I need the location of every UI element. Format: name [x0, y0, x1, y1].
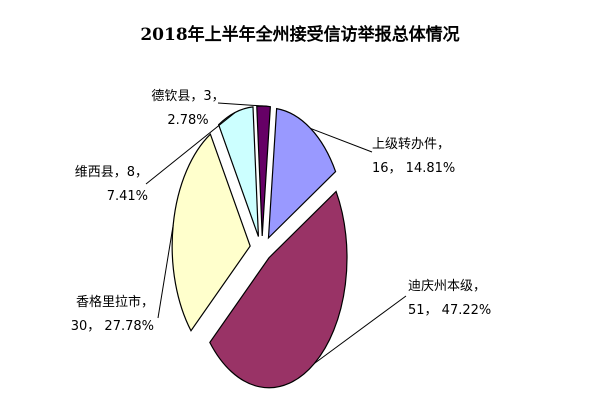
leader-line-4: [217, 102, 264, 107]
slice-label-line1-1: 迪庆州本级，: [408, 279, 486, 294]
slice-label-line1-3: 维西县，8，: [75, 165, 148, 180]
pie-slice-2: [171, 133, 251, 332]
slice-label-1: 迪庆州本级， 51， 47.22%: [408, 279, 491, 318]
slice-label-line1-0: 上级转办件，: [372, 137, 450, 152]
pie-slices: [171, 105, 348, 389]
slice-label-line2-0: 16， 14.81%: [372, 161, 455, 176]
leader-line-3: [145, 112, 236, 185]
leader-line-1: [314, 295, 407, 364]
slice-label-0: 上级转办件， 16， 14.81%: [372, 137, 455, 176]
slice-label-line2-3: 7.41%: [107, 189, 148, 204]
leader-line-0: [310, 127, 373, 153]
pie-slice-4: [256, 105, 271, 237]
chart-title: 2018年上半年全州接受信访举报总体情况: [140, 24, 459, 45]
slice-label-line2-1: 51， 47.22%: [408, 303, 491, 318]
slice-label-3: 维西县，8， 7.41%: [75, 165, 148, 204]
slice-label-4: 德钦县，3， 2.78%: [151, 89, 224, 128]
slice-label-line1-2: 香格里拉市，: [76, 294, 154, 310]
leader-lines: [145, 102, 407, 364]
slice-label-line2-2: 30， 27.78%: [71, 319, 154, 334]
slice-labels: 上级转办件， 16， 14.81% 迪庆州本级， 51， 47.22% 香格里拉市， 30…: [71, 89, 492, 334]
leader-line-2: [157, 224, 174, 319]
slice-label-2: 香格里拉市， 30， 27.78%: [71, 294, 154, 334]
slice-label-line2-4: 2.78%: [167, 113, 208, 128]
slice-label-line1-4: 德钦县，3，: [151, 89, 224, 104]
